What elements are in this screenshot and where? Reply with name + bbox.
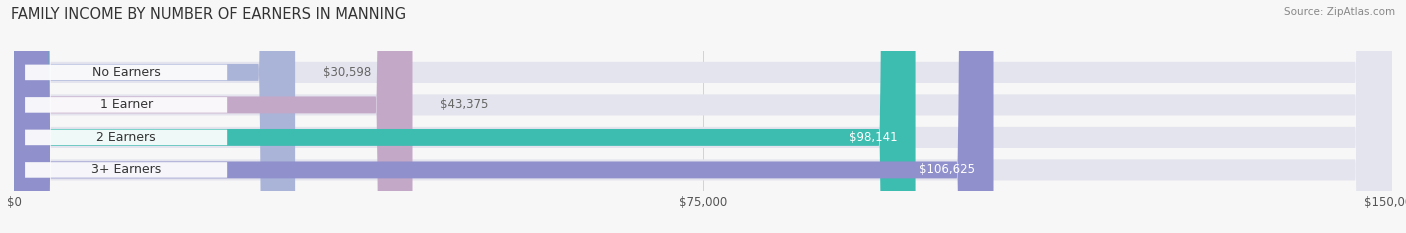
- FancyBboxPatch shape: [14, 0, 295, 233]
- FancyBboxPatch shape: [14, 0, 1392, 233]
- FancyBboxPatch shape: [14, 0, 994, 233]
- Text: FAMILY INCOME BY NUMBER OF EARNERS IN MANNING: FAMILY INCOME BY NUMBER OF EARNERS IN MA…: [11, 7, 406, 22]
- FancyBboxPatch shape: [25, 97, 228, 113]
- Text: Source: ZipAtlas.com: Source: ZipAtlas.com: [1284, 7, 1395, 17]
- Text: 2 Earners: 2 Earners: [97, 131, 156, 144]
- Text: $106,625: $106,625: [920, 163, 976, 176]
- Text: 1 Earner: 1 Earner: [100, 98, 153, 111]
- FancyBboxPatch shape: [14, 0, 412, 233]
- FancyBboxPatch shape: [25, 65, 228, 80]
- FancyBboxPatch shape: [14, 0, 1392, 233]
- Text: $30,598: $30,598: [323, 66, 371, 79]
- Text: No Earners: No Earners: [91, 66, 160, 79]
- Text: 3+ Earners: 3+ Earners: [91, 163, 162, 176]
- FancyBboxPatch shape: [25, 162, 228, 178]
- FancyBboxPatch shape: [25, 130, 228, 145]
- FancyBboxPatch shape: [14, 0, 1392, 233]
- Text: $98,141: $98,141: [849, 131, 897, 144]
- FancyBboxPatch shape: [14, 0, 915, 233]
- FancyBboxPatch shape: [14, 0, 1392, 233]
- Text: $43,375: $43,375: [440, 98, 488, 111]
